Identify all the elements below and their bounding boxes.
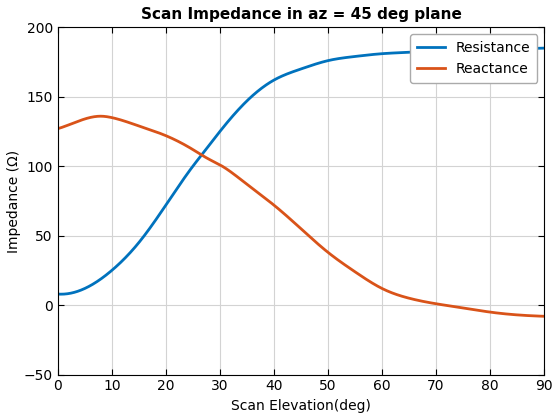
Line: Reactance: Reactance [58, 116, 544, 316]
Legend: Resistance, Reactance: Resistance, Reactance [410, 34, 537, 83]
Resistance [389, 50, 396, 55]
Resistance [443, 48, 450, 53]
Resistance [434, 48, 441, 53]
Resistance [58, 291, 64, 297]
Y-axis label: Impedance (Ω): Impedance (Ω) [7, 150, 21, 252]
X-axis label: Scan Elevation(deg): Scan Elevation(deg) [231, 399, 371, 413]
Resistance [251, 91, 258, 96]
Reactance [97, 114, 104, 119]
Title: Scan Impedance in az = 45 deg plane: Scan Impedance in az = 45 deg plane [141, 7, 461, 22]
Reactance [434, 302, 441, 307]
Reactance [443, 303, 450, 308]
Reactance [251, 188, 258, 193]
Reactance [105, 114, 111, 119]
Resistance [269, 79, 276, 84]
Reactance [54, 126, 61, 131]
Resistance [541, 46, 548, 51]
Resistance [54, 291, 61, 297]
Line: Resistance: Resistance [58, 48, 544, 294]
Reactance [269, 202, 276, 207]
Resistance [105, 271, 111, 276]
Reactance [541, 314, 548, 319]
Reactance [389, 291, 396, 296]
